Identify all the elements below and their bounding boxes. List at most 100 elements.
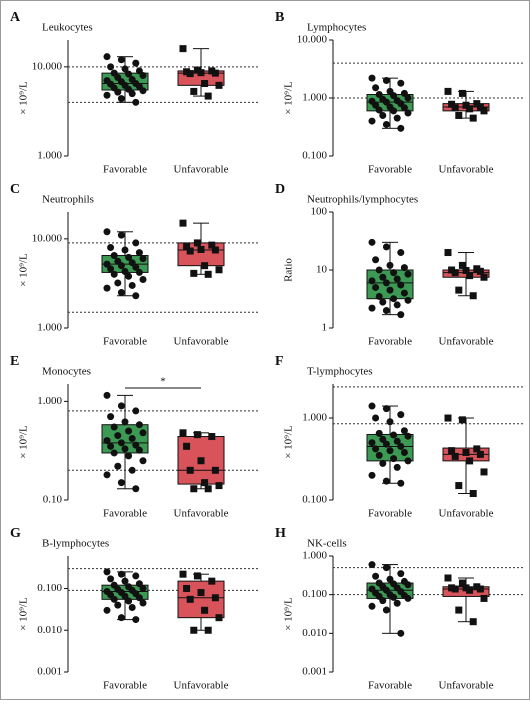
data-point <box>400 264 408 272</box>
data-point <box>476 103 484 111</box>
data-point <box>400 448 408 456</box>
data-point <box>125 597 133 605</box>
y-tick-label: 10.000 <box>32 232 63 244</box>
data-point <box>128 604 136 612</box>
data-point <box>201 80 209 88</box>
data-point <box>397 79 405 87</box>
data-point <box>103 606 111 614</box>
data-point <box>211 246 219 254</box>
x-tick-label: Unfavorable <box>439 164 494 176</box>
y-axis-label: × 10⁹/L <box>283 425 295 459</box>
x-tick-label: Favorable <box>368 508 412 520</box>
data-point <box>139 71 147 79</box>
data-point <box>125 70 133 78</box>
data-point <box>179 570 187 578</box>
data-point <box>215 614 223 622</box>
data-point <box>110 423 118 431</box>
panel-title: Leukocytes <box>42 22 93 34</box>
data-point <box>103 471 111 479</box>
data-point <box>368 402 376 410</box>
data-point <box>183 68 191 76</box>
y-tick-label: 1.000 <box>302 550 327 562</box>
data-point <box>183 243 191 251</box>
data-point <box>132 292 140 300</box>
data-point <box>139 599 147 607</box>
panel-title: B-lymphocytes <box>42 538 109 550</box>
data-point <box>183 442 191 450</box>
data-point <box>179 45 187 53</box>
data-point <box>448 266 456 274</box>
data-point <box>204 92 212 100</box>
data-point <box>379 459 387 467</box>
x-tick-label: Unfavorable <box>174 164 229 176</box>
data-point <box>455 111 463 119</box>
data-point <box>139 457 147 465</box>
data-point <box>114 601 122 609</box>
data-point <box>211 466 219 474</box>
data-point <box>107 243 115 251</box>
y-axis-label: Ratio <box>283 258 295 282</box>
data-point <box>139 275 147 283</box>
data-point <box>135 268 143 276</box>
data-point <box>121 445 129 453</box>
x-tick-label: Favorable <box>368 336 412 348</box>
data-point <box>444 574 452 582</box>
data-point <box>480 594 488 602</box>
data-point <box>125 427 133 435</box>
data-point <box>390 295 398 303</box>
data-point <box>375 266 383 274</box>
y-tick-label: 0.100 <box>302 494 327 506</box>
data-point <box>469 114 477 122</box>
data-point <box>448 447 456 455</box>
data-point <box>107 575 115 583</box>
y-axis-label: × 10⁹/L <box>18 81 30 115</box>
data-point <box>193 66 201 74</box>
data-point <box>215 81 223 89</box>
panel-letter: G <box>10 526 21 541</box>
data-point <box>466 105 474 113</box>
y-tick-label: 10.000 <box>32 60 63 72</box>
data-point <box>204 485 212 493</box>
data-point <box>462 584 470 592</box>
data-point <box>368 117 376 125</box>
data-point <box>121 246 129 254</box>
y-axis-label: × 10⁹/L <box>18 253 30 287</box>
data-point <box>404 594 412 602</box>
data-point <box>455 606 463 614</box>
data-point <box>103 260 111 268</box>
data-point <box>183 584 191 592</box>
data-point <box>368 238 376 246</box>
data-point <box>117 95 125 103</box>
data-point <box>132 441 140 449</box>
data-point <box>368 471 376 479</box>
data-point <box>368 277 376 285</box>
data-point <box>382 243 390 251</box>
data-point <box>135 421 143 429</box>
data-point <box>208 67 216 75</box>
data-point <box>382 307 390 315</box>
data-point <box>462 267 470 275</box>
data-point <box>190 269 198 277</box>
data-point <box>193 239 201 247</box>
data-point <box>132 485 140 493</box>
x-tick-label: Unfavorable <box>439 680 494 692</box>
data-point <box>379 111 387 119</box>
data-point <box>466 457 474 465</box>
panel-letter: C <box>10 182 20 197</box>
data-point <box>132 572 140 580</box>
data-point <box>404 296 412 304</box>
data-point <box>390 455 398 463</box>
data-point <box>448 584 456 592</box>
data-point <box>368 602 376 610</box>
data-point <box>480 468 488 476</box>
y-tick-label: 1.000 <box>302 92 327 104</box>
data-point <box>186 595 194 603</box>
data-point <box>466 272 474 280</box>
data-point <box>179 219 187 227</box>
data-point <box>208 241 216 249</box>
data-point <box>455 482 463 490</box>
data-point <box>469 490 477 498</box>
data-point <box>125 253 133 261</box>
data-point <box>375 292 383 300</box>
data-point <box>117 402 125 410</box>
